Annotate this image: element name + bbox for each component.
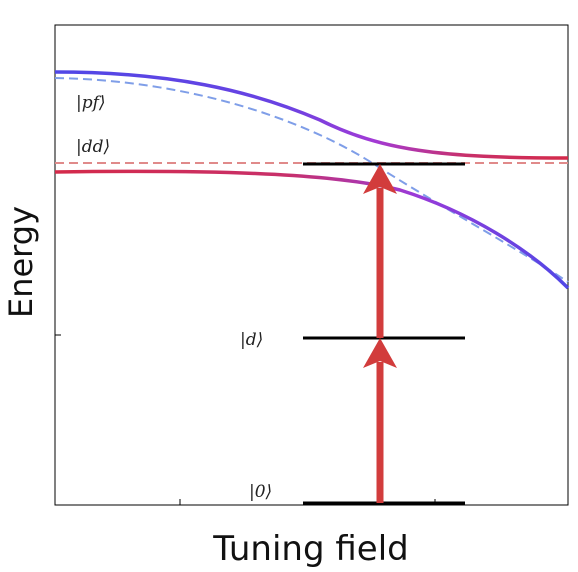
arrow-d-to-dd-head [363,164,397,194]
label-dd: |dd⟩ [76,137,110,157]
plot-frame [54,24,569,506]
arrow-0-to-d-head [363,338,397,368]
upper-adiabatic-curve [54,70,569,160]
lower-adiabatic-curve [54,169,570,290]
label-pf: |pf⟩ [76,93,106,113]
y-axis-label: Energy [2,206,40,318]
label-0: |0⟩ [249,482,272,502]
label-d: |d⟩ [240,330,263,350]
x-axis-label: Tuning field [212,529,408,569]
pf-diabatic-dashed-curve [54,77,569,283]
